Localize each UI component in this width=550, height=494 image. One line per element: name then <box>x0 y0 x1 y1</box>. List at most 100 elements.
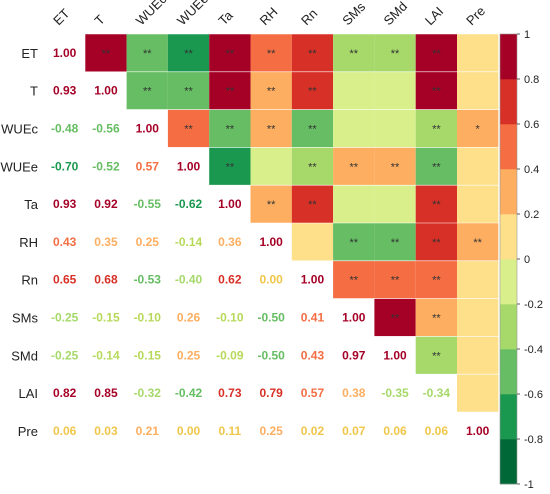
data-label: -0.35 <box>381 386 409 400</box>
heatmap-cell <box>291 34 334 72</box>
data-label: 0.57 <box>136 159 160 173</box>
heatmap-cell <box>209 34 251 72</box>
heatmap-cell <box>374 147 416 186</box>
significance-label: ** <box>349 237 358 249</box>
colorbar-tick-label: 0.8 <box>524 74 539 86</box>
column-label: WUEe <box>174 0 211 28</box>
significance-label: ** <box>473 237 482 249</box>
significance-label: ** <box>432 237 441 249</box>
data-label: -0.50 <box>257 311 285 325</box>
heatmap-cell <box>415 109 457 148</box>
heatmap-cell <box>85 298 127 337</box>
heatmap-cell <box>85 223 127 261</box>
heatmap-cell <box>250 260 292 299</box>
significance-label: ** <box>308 124 317 136</box>
heatmap-cell <box>126 298 168 337</box>
data-label: -0.70 <box>51 159 79 173</box>
row-label: WUEc <box>1 122 38 137</box>
heatmap-cell <box>250 298 292 337</box>
data-label: 0.00 <box>177 424 201 438</box>
colorbar-bin <box>500 304 517 350</box>
data-label: -0.10 <box>216 311 244 325</box>
heatmap-cell <box>167 298 210 337</box>
heatmap-cell <box>291 412 334 450</box>
data-label: 0.03 <box>94 424 118 438</box>
heatmap-cell <box>374 412 416 450</box>
colorbar-tick-label: -0.6 <box>524 389 543 401</box>
data-label: -0.14 <box>175 235 203 249</box>
data-label: 1.00 <box>218 197 242 211</box>
colorbar-tick-label: -1 <box>524 479 534 491</box>
significance-label: ** <box>267 199 276 211</box>
data-label: 0.43 <box>301 348 325 362</box>
data-label: -0.62 <box>175 197 203 211</box>
data-label: -0.14 <box>92 348 120 362</box>
colorbar-tick-label: -0.8 <box>524 434 543 446</box>
heatmap-cell <box>85 109 127 148</box>
significance-label: ** <box>432 275 441 287</box>
heatmap-cell <box>85 147 127 186</box>
significance-label: ** <box>391 275 400 287</box>
row-label: T <box>30 84 38 99</box>
data-label: 0.06 <box>383 424 407 438</box>
heatmap-cell <box>209 374 251 412</box>
data-label: -0.48 <box>51 122 79 136</box>
heatmap-cell <box>291 185 334 223</box>
colorbar-tick-label: -0.4 <box>524 344 543 356</box>
data-label: 0.97 <box>342 348 366 362</box>
heatmap-cell <box>209 223 251 261</box>
column-label: T <box>91 12 107 28</box>
data-label: 0.35 <box>94 235 118 249</box>
row-label: WUEe <box>0 159 38 174</box>
data-label: 0.43 <box>53 235 77 249</box>
data-label: 1.00 <box>136 122 160 136</box>
heatmap-cell <box>44 109 86 148</box>
significance-label: ** <box>308 161 317 173</box>
heatmap-cell <box>415 147 457 186</box>
significance-label: ** <box>349 48 358 60</box>
heatmap-cell <box>374 34 416 72</box>
heatmap-cell <box>167 109 210 148</box>
heatmap-cell <box>126 185 168 223</box>
data-label: 0.06 <box>53 424 77 438</box>
heatmap-cell <box>85 336 127 375</box>
heatmap-cell <box>44 336 86 375</box>
heatmap-cell <box>167 412 210 450</box>
data-label: 0.36 <box>218 235 242 249</box>
data-label: 0.68 <box>94 273 118 287</box>
colorbar-tick-label: 0 <box>524 254 530 266</box>
data-label: 0.21 <box>136 424 160 438</box>
significance-label: ** <box>143 86 152 98</box>
heatmap-cell <box>457 374 499 412</box>
significance-label: ** <box>184 86 193 98</box>
data-label: -0.40 <box>175 273 203 287</box>
data-label: 0.85 <box>94 386 118 400</box>
colorbar-tick-label: 0.4 <box>524 164 539 176</box>
data-label: 0.11 <box>218 424 241 438</box>
heatmap-cell <box>415 223 457 261</box>
data-label: 0.82 <box>53 386 77 400</box>
significance-label: ** <box>349 161 358 173</box>
heatmap-cell <box>44 223 86 261</box>
heatmap-cell <box>415 336 457 375</box>
heatmap-cell <box>457 336 499 375</box>
heatmap-cell <box>167 374 210 412</box>
heatmap-cell <box>333 185 375 223</box>
colorbar-bin <box>500 214 517 260</box>
heatmap-cell <box>374 109 416 148</box>
significance-label: ** <box>432 86 441 98</box>
data-label: -0.09 <box>216 348 244 362</box>
heatmap-cell <box>333 298 375 337</box>
colorbar-bin <box>500 394 517 440</box>
data-label: 1.00 <box>259 235 283 249</box>
row-label: ET <box>21 46 38 61</box>
heatmap-cell <box>167 34 210 72</box>
colorbar-bin <box>500 439 517 485</box>
column-label: SMs <box>339 0 368 28</box>
significance-label: ** <box>432 124 441 136</box>
heatmap-cell <box>167 71 210 110</box>
colorbar-tick-label: 0.2 <box>524 209 539 221</box>
data-label: -0.25 <box>51 311 79 325</box>
heatmap-cell <box>44 71 86 110</box>
